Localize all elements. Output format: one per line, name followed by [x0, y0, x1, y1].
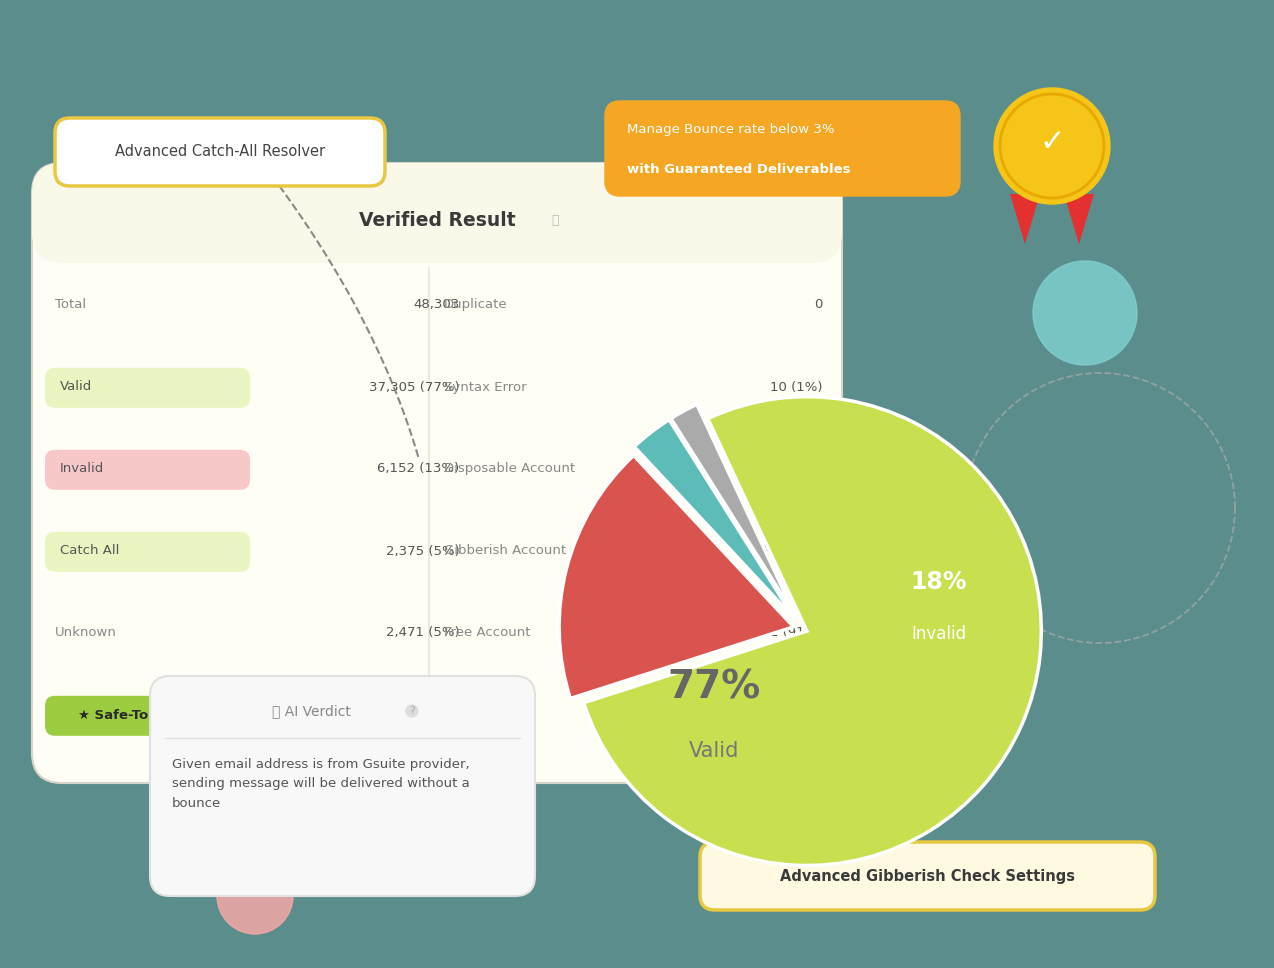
Wedge shape [671, 405, 796, 617]
Text: 10 (1%): 10 (1%) [769, 380, 822, 394]
Text: Role Account: Role Account [443, 709, 531, 721]
Text: ✨ AI Verdict: ✨ AI Verdict [273, 704, 352, 718]
Wedge shape [583, 397, 1041, 865]
Text: 48,303: 48,303 [413, 298, 460, 312]
Circle shape [994, 88, 1110, 204]
Text: Free Account: Free Account [443, 626, 530, 640]
Text: Valid: Valid [60, 380, 92, 394]
Text: 44,171 (91%): 44,171 (91%) [731, 626, 822, 640]
Text: 7,726 (16%): 7,726 (16%) [740, 544, 822, 558]
Wedge shape [634, 420, 794, 618]
Text: 77%: 77% [666, 669, 761, 707]
FancyBboxPatch shape [45, 368, 250, 408]
FancyBboxPatch shape [699, 842, 1156, 910]
Text: Invalid: Invalid [60, 463, 104, 475]
Text: 18%: 18% [911, 570, 967, 594]
Text: Disposable Account: Disposable Account [443, 463, 575, 475]
Polygon shape [1064, 194, 1094, 244]
Polygon shape [1010, 194, 1040, 244]
FancyBboxPatch shape [605, 101, 961, 196]
Text: Verified Result: Verified Result [359, 211, 515, 230]
FancyBboxPatch shape [45, 696, 460, 736]
Text: Invalid: Invalid [911, 625, 966, 643]
Text: Total: Total [55, 298, 87, 312]
Wedge shape [559, 455, 794, 699]
Text: Catch All: Catch All [60, 544, 120, 558]
Text: 0: 0 [814, 298, 822, 312]
Text: Valid: Valid [688, 741, 739, 761]
Text: ★ Safe-To-Send: ★ Safe-To-Send [78, 709, 191, 721]
Text: 2,471 (5%): 2,471 (5%) [386, 626, 460, 640]
Text: Syntax Error: Syntax Error [443, 380, 526, 394]
Text: 24,219 (68%): 24,219 (68%) [361, 709, 460, 721]
Text: ⓘ: ⓘ [552, 215, 559, 227]
Text: Gibberish Account: Gibberish Account [443, 544, 566, 558]
Text: 198 (1%): 198 (1%) [761, 463, 822, 475]
Circle shape [1033, 261, 1136, 365]
Circle shape [217, 858, 293, 934]
Text: Given email address is from Gsuite provider,
sending message will be delivered w: Given email address is from Gsuite provi… [172, 758, 470, 810]
Text: 2,375 (5%): 2,375 (5%) [386, 544, 460, 558]
Text: ?: ? [409, 706, 415, 716]
Text: 37,305 (77%): 37,305 (77%) [369, 380, 460, 394]
FancyBboxPatch shape [45, 450, 250, 490]
Text: 125 (1%): 125 (1%) [761, 709, 822, 721]
Text: Advanced Gibberish Check Settings: Advanced Gibberish Check Settings [780, 868, 1075, 884]
FancyBboxPatch shape [32, 163, 842, 263]
Text: Duplicate: Duplicate [443, 298, 507, 312]
Text: Advanced Catch-All Resolver: Advanced Catch-All Resolver [115, 144, 325, 160]
Text: 6,152 (13%): 6,152 (13%) [377, 463, 460, 475]
Text: Unknown: Unknown [55, 626, 117, 640]
Text: Manage Bounce rate below 3%: Manage Bounce rate below 3% [627, 123, 834, 136]
FancyBboxPatch shape [45, 531, 250, 572]
FancyBboxPatch shape [150, 676, 535, 896]
Text: with Guaranteed Deliverables: with Guaranteed Deliverables [627, 163, 851, 176]
Text: ✓: ✓ [1040, 128, 1065, 157]
FancyBboxPatch shape [32, 163, 842, 783]
FancyBboxPatch shape [55, 118, 385, 186]
